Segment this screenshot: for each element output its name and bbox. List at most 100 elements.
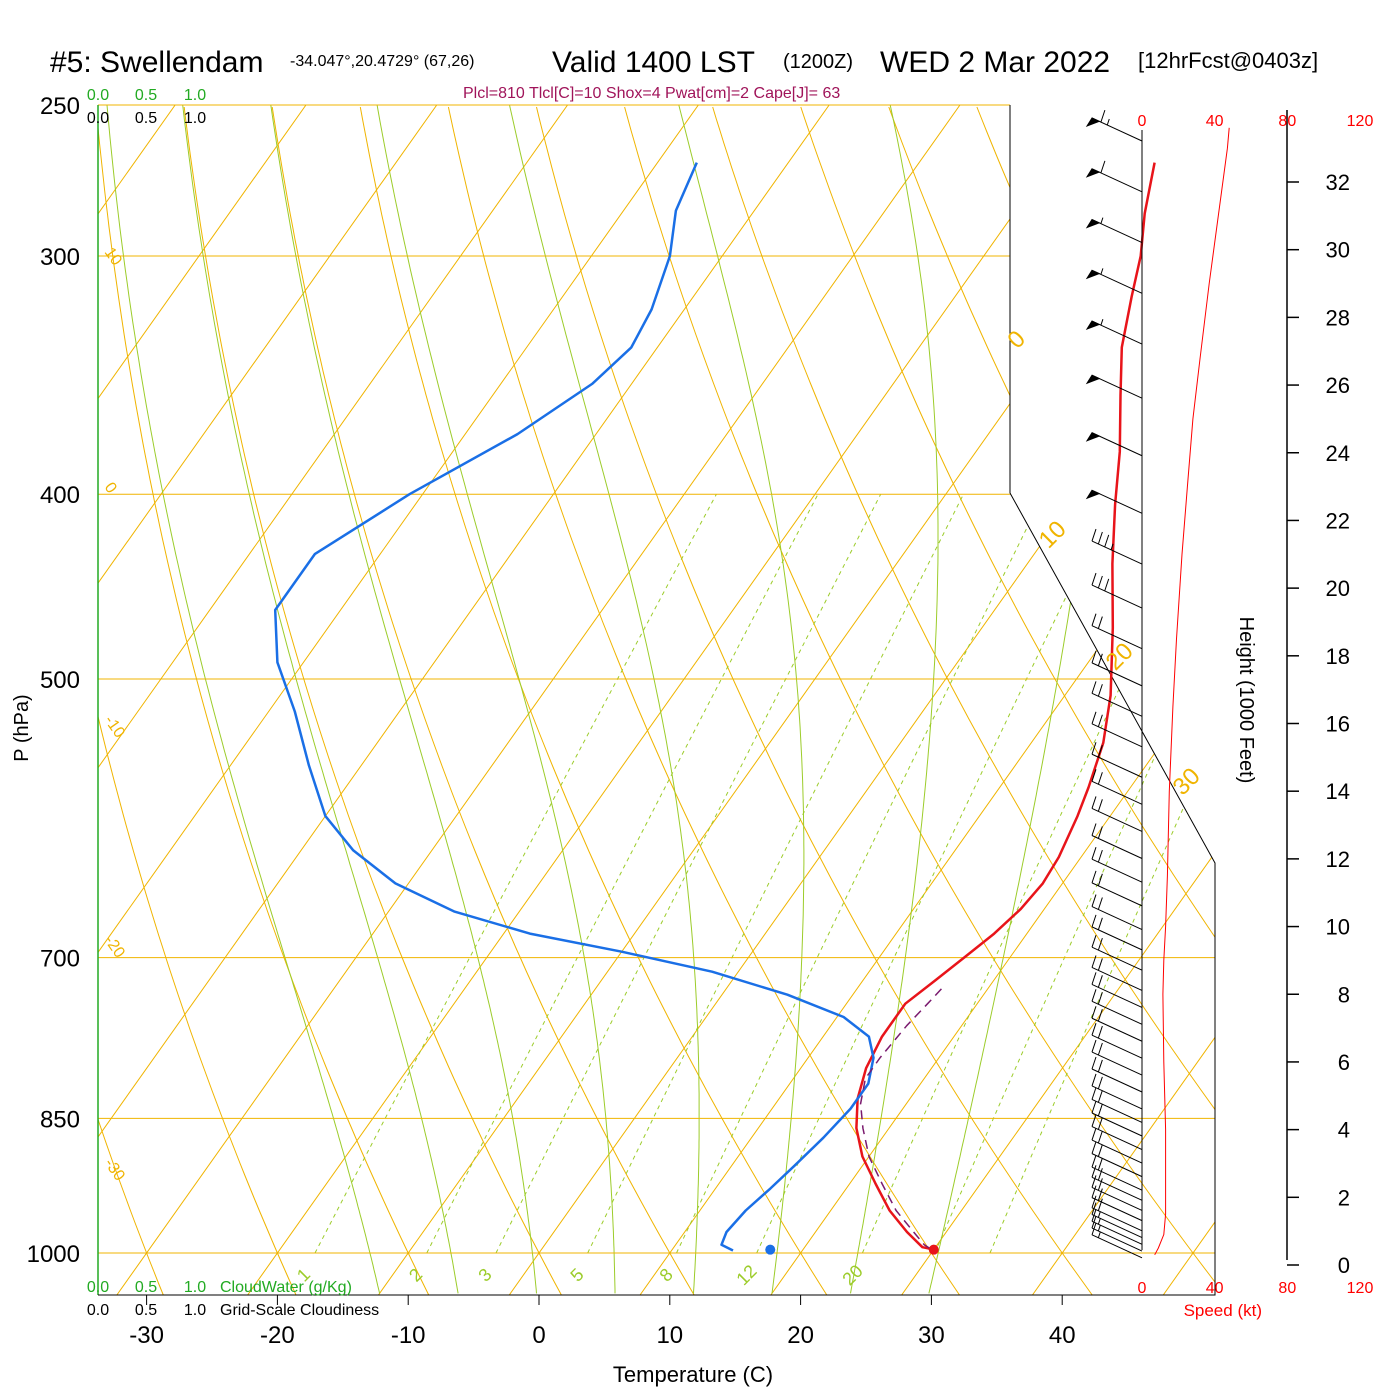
wind-barb [1085,160,1143,193]
wind-barb [1091,1165,1143,1201]
cloudiness-tick-label: 0.5 [135,1302,157,1319]
isotherm-line [98,105,568,1295]
moist-adiabat-line [674,105,805,1294]
height-tick-label: 6 [1338,1050,1350,1075]
dry-adiabat-line [624,106,1215,1295]
wind-barb [1091,955,1143,991]
height-tick-label: 10 [1326,915,1350,940]
isotherm-line [98,105,830,1295]
isotherm-label: 10 [101,245,125,269]
wind-barb [1091,1087,1143,1123]
wind-barb [1085,268,1143,294]
height-tick-label: 20 [1326,576,1350,601]
isotherm-line [98,105,438,1295]
wind-barb [1091,742,1143,778]
mixing-ratio-line [934,493,1215,1254]
mixing-ratio-label: 5 [566,1264,587,1285]
x-tick-label: 30 [918,1322,945,1349]
cloudwater-tick-label: 0.0 [87,1279,109,1296]
moist-adiabat-line [373,105,616,1294]
station-coordinates: -34.047°,20.4729° (67,26) [290,53,474,70]
height-tick-label: 8 [1338,982,1350,1007]
forecast-date: WED 2 Mar 2022 [880,46,1110,79]
wind-barb [1091,650,1143,687]
x-tick-label: -10 [391,1322,426,1349]
speed-tick-label: 40 [1206,1280,1224,1297]
isotherm-label: -30 [101,1156,128,1185]
cloudiness-tick-label: 1.0 [184,110,206,127]
dry-adiabat-line [183,106,562,1295]
height-tick-label: 12 [1326,847,1350,872]
isotherm-line [1032,105,1215,1295]
mixing-ratio-label: 12 [732,1261,760,1289]
wind-barb [1091,1185,1143,1222]
dry-adiabat-line [447,106,960,1295]
dry-adiabat-line [271,106,695,1295]
cloudwater-tick-label: 1.0 [184,87,206,104]
isotherm-label: 30 [1168,763,1206,801]
dry-adiabat-line [976,106,1215,1295]
x-tick-label: 10 [656,1322,683,1349]
speed-tick-label: 80 [1278,1280,1296,1297]
pressure-tick-label: 500 [40,667,80,694]
wind-barbs [1085,109,1143,1259]
isobars [98,104,1215,1254]
mixing-ratio-label: 3 [474,1264,495,1285]
speed-tick-label: 120 [1347,1280,1374,1297]
x-tick-label: -30 [129,1322,164,1349]
isotherm-line [116,105,961,1295]
mixing-ratio-label: 8 [656,1264,677,1285]
pressure-tick-label: 400 [40,482,80,509]
isotherm-line [98,105,699,1295]
height-tick-label: 24 [1326,441,1350,466]
zulu-time: (1200Z) [783,51,853,73]
isotherm-line [639,105,1215,1295]
mixing-ratio-label: 20 [838,1261,866,1289]
pressure-tick-label: 300 [40,244,80,271]
wind-barb [1091,528,1143,565]
wind-speed-profile [1154,127,1230,1256]
wind-barb [1091,1114,1143,1151]
speed-tick-label: 120 [1347,113,1374,130]
mixing-ratio-line [587,493,964,1254]
speed-tick-label: 80 [1278,113,1296,130]
dry-adiabat-line [98,106,430,1295]
wind-barb [1091,1039,1143,1076]
moist-adiabat-line [850,105,939,1294]
wind-barb [1091,847,1143,883]
cloudwater-label: CloudWater (g/Kg) [220,1279,352,1296]
dry-adiabat-line [800,106,1215,1295]
wind-barb [1091,1006,1143,1042]
cloudiness-tick-label: 0.0 [87,110,109,127]
x-tick-label: 20 [787,1322,814,1349]
pressure-tick-label: 700 [40,946,80,973]
chart-header: #5: Swellendam -34.047°,20.4729° (67,26)… [50,46,1318,102]
dry-adiabat-line [359,106,828,1295]
isotherm-label: 0 [1002,325,1031,354]
height-tick-label: 18 [1326,644,1350,669]
cloudiness-tick-label: 0.0 [87,1302,109,1319]
dry-adiabat-line [536,106,1093,1295]
x-tick-label: 0 [532,1322,545,1349]
wind-barb [1085,217,1143,243]
wind-barb [1091,894,1143,931]
isotherm-line [1294,105,1400,1295]
wind-barb [1085,109,1143,142]
mixing-ratio-line [989,493,1215,1254]
wind-barb [1091,823,1143,859]
dewpoint-profile [273,162,875,1252]
wind-barb [1091,989,1143,1025]
height-tick-label: 32 [1326,170,1350,195]
wind-barb [1091,613,1143,650]
moist-adiabat-line [105,105,381,1294]
speed-tick-label: 0 [1138,113,1147,130]
wind-barb [1091,796,1143,832]
wind-barb [1091,711,1143,748]
isotherm-line [508,105,1215,1295]
dry-adiabat-line [712,106,1215,1295]
height-tick-label: 4 [1338,1118,1350,1143]
isotherm-line [247,105,1092,1295]
height-tick-label: 16 [1326,712,1350,737]
valid-time: Valid 1400 LST [552,46,755,79]
